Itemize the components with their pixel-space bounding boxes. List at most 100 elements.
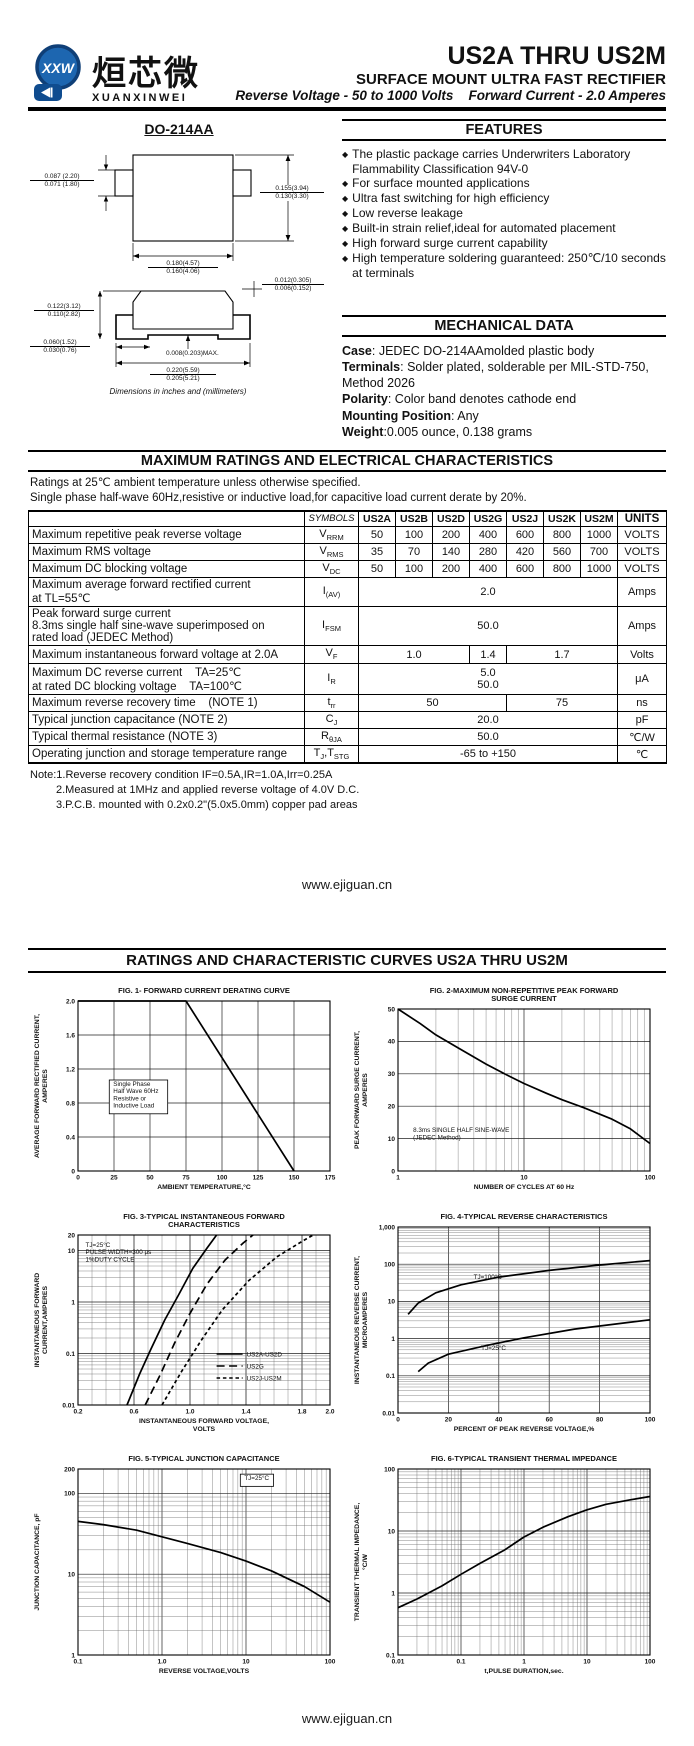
svg-text:US2G: US2G — [247, 1363, 264, 1370]
svg-text:t,PULSE DURATION,sec.: t,PULSE DURATION,sec. — [484, 1668, 563, 1675]
svg-text:TJ=25°C: TJ=25°C — [481, 1344, 506, 1352]
package-drawing: 0.087 (2.20) 0.071 (1.80) 0.155(3.94) 0.13… — [28, 139, 328, 405]
table-row: Maximum repetitive peak reverse voltage … — [28, 525, 667, 545]
svg-text:10: 10 — [388, 1528, 396, 1535]
brand-romanized: XUANXINWEI — [92, 92, 188, 104]
bullet-icon: ◆ — [342, 179, 349, 189]
value-cell: 50.0 — [358, 727, 618, 747]
svg-text:0: 0 — [396, 1416, 400, 1423]
svg-text:0.1: 0.1 — [386, 1652, 395, 1659]
svg-text:US2A-US2D: US2A-US2D — [247, 1351, 283, 1358]
package-outline-icon — [97, 154, 294, 367]
svg-text:10: 10 — [388, 1299, 396, 1306]
brand-logo: XXW 烜芯微 XUANXINWEI — [28, 42, 200, 104]
svg-text:100: 100 — [64, 1491, 75, 1498]
ratings-table: SYMBOLS US2A US2B US2D US2G US2J US2K US… — [28, 509, 667, 765]
table-row: Peak forward surge current 8.3ms single h… — [28, 606, 667, 647]
value-cell: 560 — [543, 543, 581, 562]
feature-item: ◆ The plastic package carries Underwriter… — [342, 147, 631, 176]
bullet-icon: ◆ — [342, 254, 349, 264]
svg-text:1: 1 — [396, 1174, 400, 1181]
svg-text:80: 80 — [596, 1416, 604, 1423]
param-cell: Typical thermal resistance (NOTE 3) — [28, 727, 305, 747]
value-cell: 800 — [543, 560, 581, 579]
svg-text:0.8: 0.8 — [66, 1100, 75, 1107]
svg-text:10: 10 — [68, 1248, 76, 1255]
svg-text:PERCENT OF PEAK REVERSE VOLTAG: PERCENT OF PEAK REVERSE VOLTAGE,% — [454, 1426, 595, 1433]
mech-item: Weight:0.005 ounce, 0.138 grams — [342, 424, 533, 439]
value-cell: 1.4 — [469, 645, 507, 664]
param-cell: Maximum repetitive peak reverse voltage — [28, 525, 305, 545]
svg-text:100: 100 — [384, 1466, 395, 1473]
svg-text:0.1: 0.1 — [66, 1351, 75, 1358]
svg-text:1.2: 1.2 — [66, 1066, 75, 1073]
svg-text:10: 10 — [68, 1571, 76, 1578]
table-row: Maximum RMS voltage VRMS 35 70 140 280 4… — [28, 543, 667, 562]
svg-text:1.4: 1.4 — [241, 1408, 250, 1415]
svg-text:100: 100 — [325, 1658, 336, 1665]
svg-text:TJ=100°C: TJ=100°C — [474, 1273, 503, 1281]
symbol-cell: VF — [304, 645, 359, 664]
ratings-intro-line2: Single phase half-wave 60Hz,resistive or… — [30, 491, 527, 504]
svg-text:150: 150 — [289, 1174, 300, 1181]
value-cell: 100 — [395, 560, 433, 579]
subtitle: SURFACE MOUNT ULTRA FAST RECTIFIER — [356, 71, 666, 89]
fig2-peak-forward-surge-current: 1 10 100 0 10 20 30 40 50 8.3ms SINGLE HALF SINE-… — [348, 985, 666, 1197]
dim-body-height: 0.155(3.94) 0.130(3.30) — [260, 185, 324, 201]
bullet-icon: ◆ — [342, 224, 349, 234]
website-link[interactable]: www.ejiguan.cn — [301, 1710, 393, 1726]
website-link[interactable]: www.ejiguan.cn — [301, 876, 393, 892]
dim-standoff: 0.008(0.203)MAX. — [166, 350, 219, 357]
table-header-cell: US2K — [543, 510, 581, 527]
drawing-caption: Dimensions in inches and (millimeters) — [109, 387, 247, 396]
value-cell: 280 — [469, 543, 507, 562]
svg-text:Resistive or: Resistive or — [113, 1095, 146, 1102]
dim-foot-length: 0.060(1.52) 0.030(0.76) — [30, 339, 90, 355]
svg-text:TRANSIENT THERMAL IMPEDANCE,: TRANSIENT THERMAL IMPEDANCE, — [354, 1503, 361, 1622]
svg-text:75: 75 — [182, 1174, 190, 1181]
value-cell: 1.7 — [506, 645, 618, 664]
dim-lead-span: 0.220(5.59) 0.205(5.21) — [150, 367, 216, 383]
table-notes: Note:1.Reverse recovery condition IF=0.5… — [30, 768, 666, 813]
feature-item: ◆ Ultra fast switching for high efficienc… — [342, 191, 550, 206]
param-cell: Maximum reverse recovery time (NOTE 1) — [28, 693, 305, 712]
mech-item: Polarity: Color band denotes cathode end — [342, 392, 577, 407]
feature-item: ◆ Low reverse leakage — [342, 206, 463, 221]
svg-text:2.0: 2.0 — [66, 998, 75, 1005]
symbol-cell: RθJA — [304, 727, 359, 747]
svg-text:1.6: 1.6 — [66, 1032, 75, 1039]
feature-item: ◆ High forward surge current capability — [342, 236, 548, 251]
value-cell: 1000 — [580, 525, 618, 545]
symbol-cell: VDC — [304, 560, 359, 579]
unit-cell: ns — [617, 693, 667, 712]
symbol-cell: VRMS — [304, 543, 359, 562]
table-row: Maximum DC reverse current TA=25℃ at rate… — [28, 662, 667, 695]
svg-text:100: 100 — [645, 1416, 656, 1423]
svg-text:JUNCTION CAPACITANCE, pF: JUNCTION CAPACITANCE, pF — [34, 1513, 41, 1610]
svg-text:MICROAMPERES: MICROAMPERES — [362, 1291, 369, 1348]
symbol-cell: IR — [304, 662, 359, 695]
table-header-cell: UNITS — [617, 510, 667, 527]
svg-text:40: 40 — [495, 1416, 503, 1423]
value-cell: 50 — [358, 560, 396, 579]
svg-text:20: 20 — [445, 1416, 453, 1423]
curves-section-heading: RATINGS AND CHARACTERISTIC CURVES US2A T… — [28, 947, 666, 973]
param-cell: Maximum DC reverse current TA=25℃ at rate… — [28, 662, 305, 695]
svg-text:1.8: 1.8 — [297, 1408, 306, 1415]
svg-text:0.2: 0.2 — [73, 1408, 82, 1415]
svg-text:30: 30 — [388, 1071, 396, 1078]
value-cell: 5.0 50.0 — [358, 662, 618, 695]
symbol-cell: I(AV) — [304, 577, 359, 608]
unit-cell: ℃ — [617, 745, 667, 764]
value-cell: 420 — [506, 543, 544, 562]
unit-cell: Amps — [617, 606, 667, 647]
value-cell: 200 — [432, 560, 470, 579]
svg-text:200: 200 — [64, 1466, 75, 1473]
header-rule — [28, 107, 666, 111]
feature-item: ◆ High temperature soldering guaranteed: … — [342, 251, 666, 280]
svg-text:100: 100 — [217, 1174, 228, 1181]
unit-cell: ℃/W — [617, 727, 667, 747]
table-header-cell — [28, 510, 305, 527]
value-cell: 35 — [358, 543, 396, 562]
svg-text:0.4: 0.4 — [66, 1134, 75, 1141]
